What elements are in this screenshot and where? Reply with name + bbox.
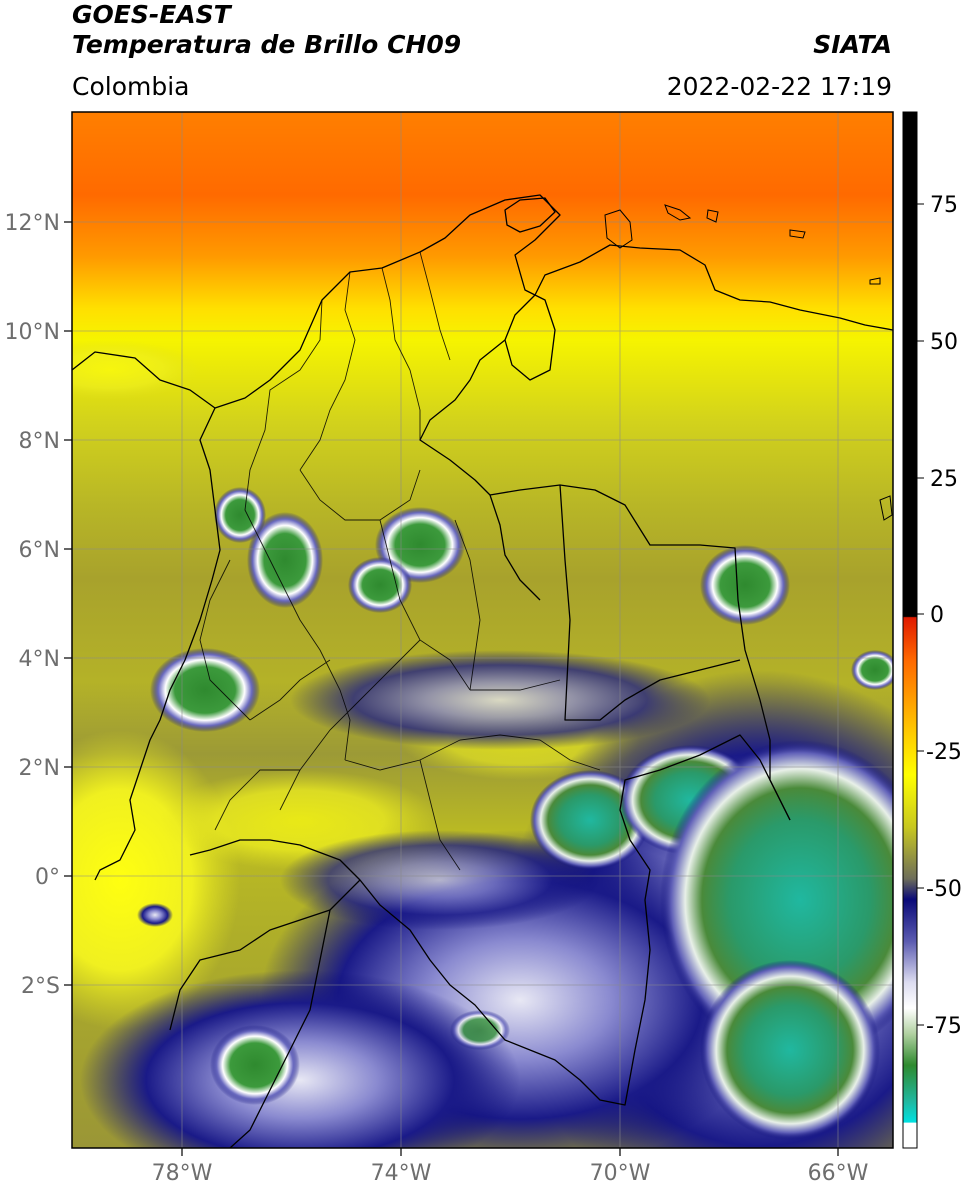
lat-tick-label: 8°N [19, 429, 60, 454]
southern-border [189, 734, 791, 1106]
graticule [72, 112, 893, 1148]
colorbar-ramp [903, 112, 917, 1148]
country-borders [72, 194, 893, 1148]
convective-cell [851, 650, 893, 690]
colorbar: 75 50 25 0 -25 -50 -75 [902, 111, 962, 1149]
colorbar-tick-label: 50 [930, 330, 958, 355]
convective-cell [700, 545, 790, 625]
region-label: Colombia [72, 72, 190, 101]
lat-tick-label: 10°N [5, 320, 60, 345]
lat-tick-label: 6°N [19, 538, 60, 563]
pacific-coastline [94, 407, 221, 881]
colorbar-tick-label: 0 [930, 603, 944, 628]
ecuador-border [169, 909, 331, 1031]
lon-tick-label: 74°W [371, 1161, 432, 1186]
islands [604, 204, 893, 521]
lon-tick-label: 70°W [590, 1161, 651, 1186]
satellite-title: GOES-EAST [72, 0, 231, 29]
convective-cell [137, 903, 173, 927]
department-borders [199, 251, 601, 871]
guajira-outline [504, 197, 556, 233]
colorbar-tick-label: -25 [926, 740, 962, 765]
colorbar-tick-label: 75 [930, 193, 958, 218]
product-title: Temperatura de Brillo CH09 [72, 30, 462, 59]
venezuela-interior [559, 484, 741, 721]
colorbar-tick-label: -75 [926, 1014, 962, 1039]
caribbean-coastline [72, 194, 893, 409]
convective-cell [210, 1025, 300, 1105]
lat-tick-label: 4°N [19, 647, 60, 672]
map-area [72, 112, 893, 1148]
convective-cell [247, 512, 323, 608]
lat-tick-label: 2°N [19, 756, 60, 781]
colorbar-tick-label: -50 [926, 877, 962, 902]
cloud-shield [80, 970, 520, 1148]
colorbar-tick-label: 25 [930, 467, 958, 492]
convective-cell [214, 487, 266, 543]
convective-cell [450, 1010, 510, 1050]
map-frame [71, 111, 894, 1149]
cloud-band [280, 830, 600, 930]
convective-cell [150, 648, 260, 732]
warm-area [72, 340, 200, 400]
convective-cell [700, 960, 880, 1140]
lat-tick-label: 2°S [21, 974, 60, 999]
convective-cell [348, 557, 412, 613]
lon-tick-label: 66°W [808, 1161, 869, 1186]
lon-tick-label: 78°W [152, 1161, 213, 1186]
venezuela-interior [489, 494, 541, 601]
colombia-venezuela-border [419, 339, 791, 821]
lat-tick-label: 12°N [5, 211, 60, 236]
axis-ticks [64, 221, 839, 1156]
ecuador-peru-border [229, 879, 361, 1148]
cloud-band [290, 650, 710, 750]
lat-tick-label: 0° [35, 865, 60, 890]
brand-label: SIATA [813, 30, 892, 59]
datetime-label: 2022-02-22 17:19 [666, 72, 892, 101]
